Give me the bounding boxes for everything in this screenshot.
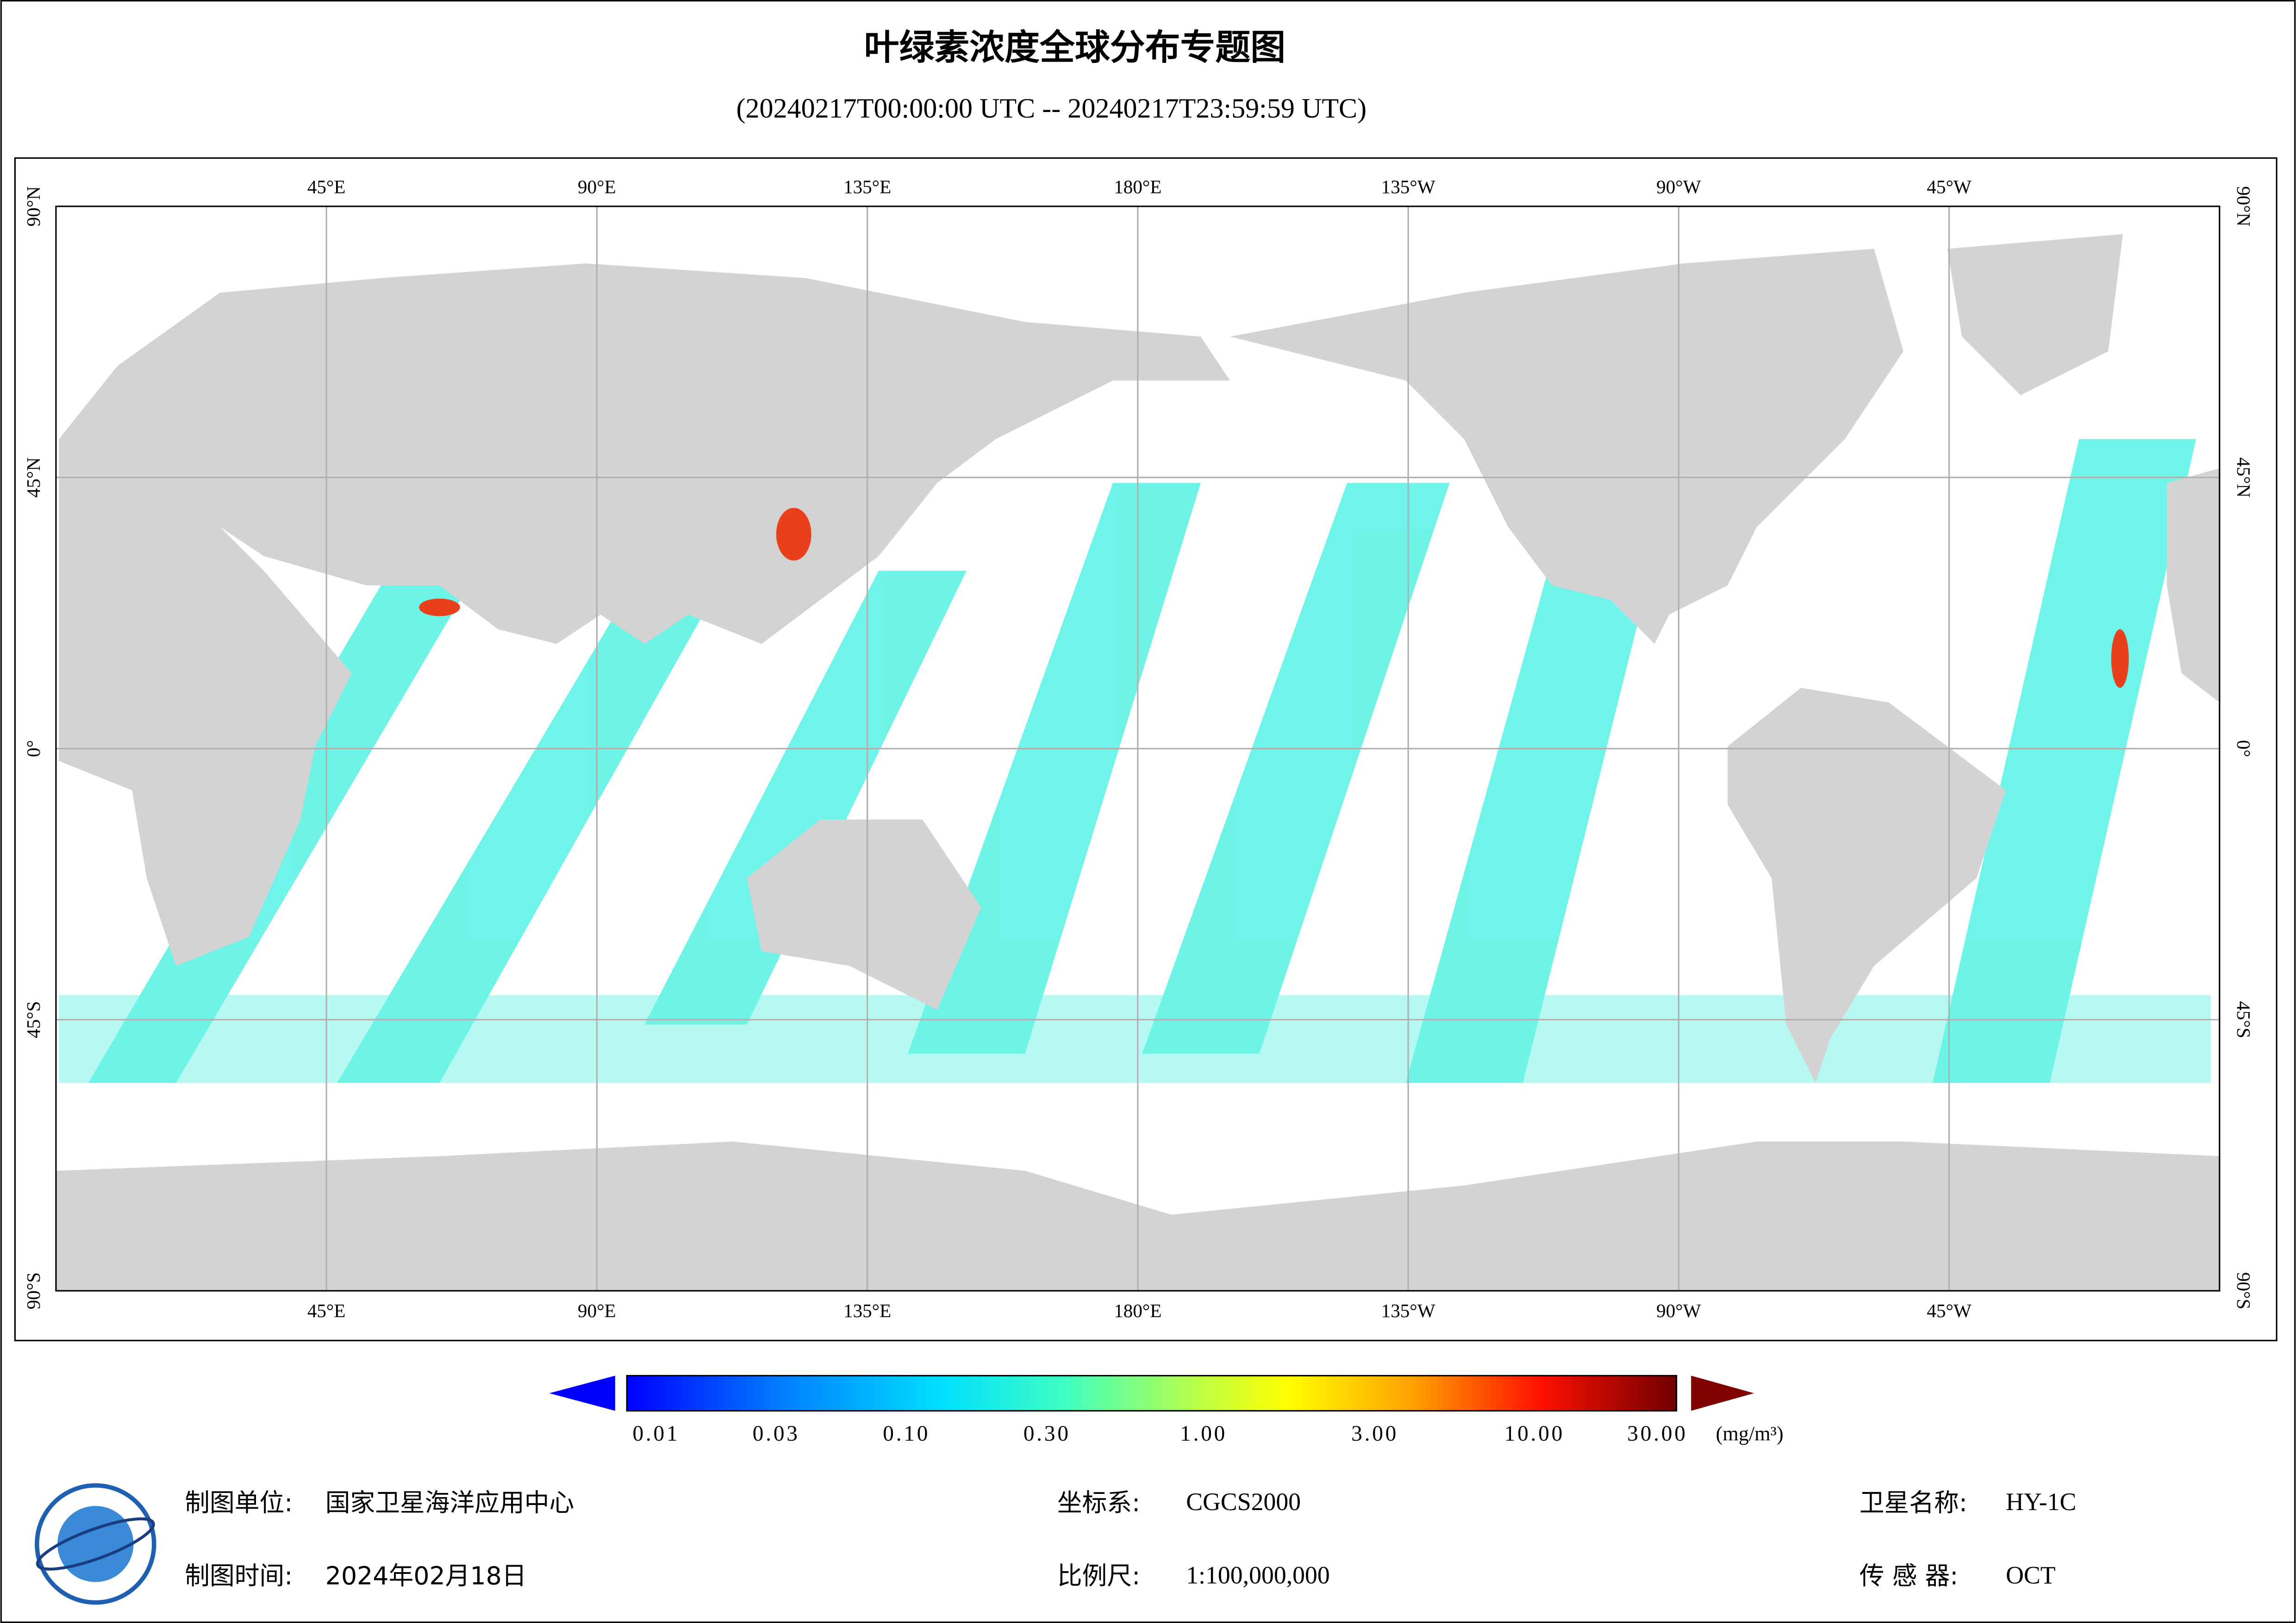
swath bbox=[1142, 483, 1450, 1054]
colorbar-label: 0.10 bbox=[883, 1422, 930, 1446]
logo bbox=[35, 1483, 156, 1605]
logo-orbit bbox=[36, 1517, 155, 1571]
graticule-labels: 45°E 45°E 90°E 90°E 135°E 135°E 180°E 180°E 135°… bbox=[23, 176, 2254, 1321]
graticule bbox=[56, 206, 2220, 1291]
colorbar bbox=[626, 1374, 1678, 1412]
colorbar-label: 3.00 bbox=[1351, 1422, 1398, 1446]
north-america bbox=[1230, 249, 1903, 644]
sensor: OCT bbox=[2006, 1561, 2056, 1589]
colorbar-label: 0.03 bbox=[753, 1422, 800, 1446]
colorbar-over bbox=[1691, 1375, 1754, 1411]
colorbar-label: 10.00 bbox=[1504, 1422, 1565, 1446]
lon-label-bottom: 135°W bbox=[1381, 1300, 1435, 1321]
lon-label-top: 90°E bbox=[578, 176, 616, 197]
scale-label: 比例尺: bbox=[1057, 1561, 1140, 1591]
australia bbox=[747, 819, 981, 1010]
lon-label-bottom: 45°W bbox=[1927, 1300, 1972, 1321]
logo-globe bbox=[57, 1506, 134, 1582]
lon-label-bottom: 45°E bbox=[307, 1300, 346, 1321]
sensor-label: 传 感 器: bbox=[1859, 1561, 1959, 1591]
eurasia bbox=[59, 263, 1230, 644]
greenland bbox=[1947, 234, 2123, 395]
lon-label-top: 135°E bbox=[843, 176, 891, 197]
hotspot bbox=[419, 598, 460, 616]
lon-label-top: 45°W bbox=[1927, 176, 1972, 197]
map-frame bbox=[14, 157, 2277, 1342]
colorbar-label: 0.30 bbox=[1023, 1422, 1071, 1446]
lat-label-left: 90°N bbox=[23, 186, 44, 226]
colorbar-labels: 0.01 0.03 0.10 0.30 1.00 3.00 10.00 30.00 bbox=[632, 1422, 1687, 1446]
lon-label-top: 45°E bbox=[307, 176, 346, 197]
lat-label-right: 45°S bbox=[2233, 1001, 2254, 1038]
colorbar-unit: (mg/m³) bbox=[1716, 1422, 1784, 1445]
crs: CGCS2000 bbox=[1186, 1488, 1301, 1516]
scale: 1:100,000,000 bbox=[1186, 1561, 1330, 1589]
swath bbox=[1405, 556, 1655, 1083]
chlorophyll-swaths bbox=[59, 439, 2211, 1083]
lon-label-top: 90°W bbox=[1656, 176, 1701, 197]
swath bbox=[644, 571, 967, 1025]
colorbar-label: 0.01 bbox=[632, 1422, 680, 1446]
map-border bbox=[55, 205, 2221, 1292]
lat-label-right: 45°N bbox=[2233, 457, 2254, 497]
lat-label-right: 90°S bbox=[2233, 1272, 2254, 1309]
lat-label-left: 90°S bbox=[23, 1272, 44, 1309]
swath bbox=[1932, 439, 2196, 1083]
lon-label-bottom: 90°W bbox=[1656, 1300, 1701, 1321]
producer-label: 制图单位: bbox=[185, 1488, 293, 1517]
south-america bbox=[1728, 688, 2006, 1083]
colorbar-label: 30.00 bbox=[1627, 1422, 1687, 1446]
satellite-label: 卫星名称: bbox=[1859, 1488, 1967, 1517]
swath bbox=[908, 483, 1201, 1054]
high-concentration bbox=[419, 508, 2129, 688]
lon-label-top: 180°E bbox=[1114, 176, 1161, 197]
lat-label-left: 0° bbox=[23, 740, 44, 757]
time: 2024年02月18日 bbox=[325, 1561, 527, 1591]
swath bbox=[59, 995, 2211, 1083]
lon-label-top: 135°W bbox=[1381, 176, 1435, 197]
subtitle: (20240217T00:00:00 UTC -- 20240217T23:59… bbox=[736, 93, 1366, 124]
crs-label: 坐标系: bbox=[1057, 1488, 1140, 1517]
swath bbox=[337, 615, 703, 1083]
colorbar-under bbox=[549, 1375, 615, 1411]
hotspot bbox=[776, 508, 811, 561]
europe-edge bbox=[2166, 468, 2220, 703]
satellite: HY-1C bbox=[2006, 1488, 2076, 1516]
lat-label-right: 0° bbox=[2233, 740, 2254, 757]
lat-label-left: 45°S bbox=[23, 1001, 44, 1038]
hotspot bbox=[2111, 629, 2129, 688]
colorbar-label: 1.00 bbox=[1180, 1422, 1227, 1446]
lat-label-left: 45°N bbox=[23, 457, 44, 497]
lon-label-bottom: 90°E bbox=[578, 1300, 616, 1321]
africa bbox=[59, 483, 352, 966]
title: 叶绿素浓度全球分布专题图 bbox=[864, 27, 1286, 68]
lat-label-right: 90°N bbox=[2233, 186, 2254, 226]
producer: 国家卫星海洋应用中心 bbox=[325, 1488, 574, 1517]
time-label: 制图时间: bbox=[185, 1561, 293, 1591]
lon-label-bottom: 135°E bbox=[843, 1300, 891, 1321]
lon-label-bottom: 180°E bbox=[1114, 1300, 1161, 1321]
